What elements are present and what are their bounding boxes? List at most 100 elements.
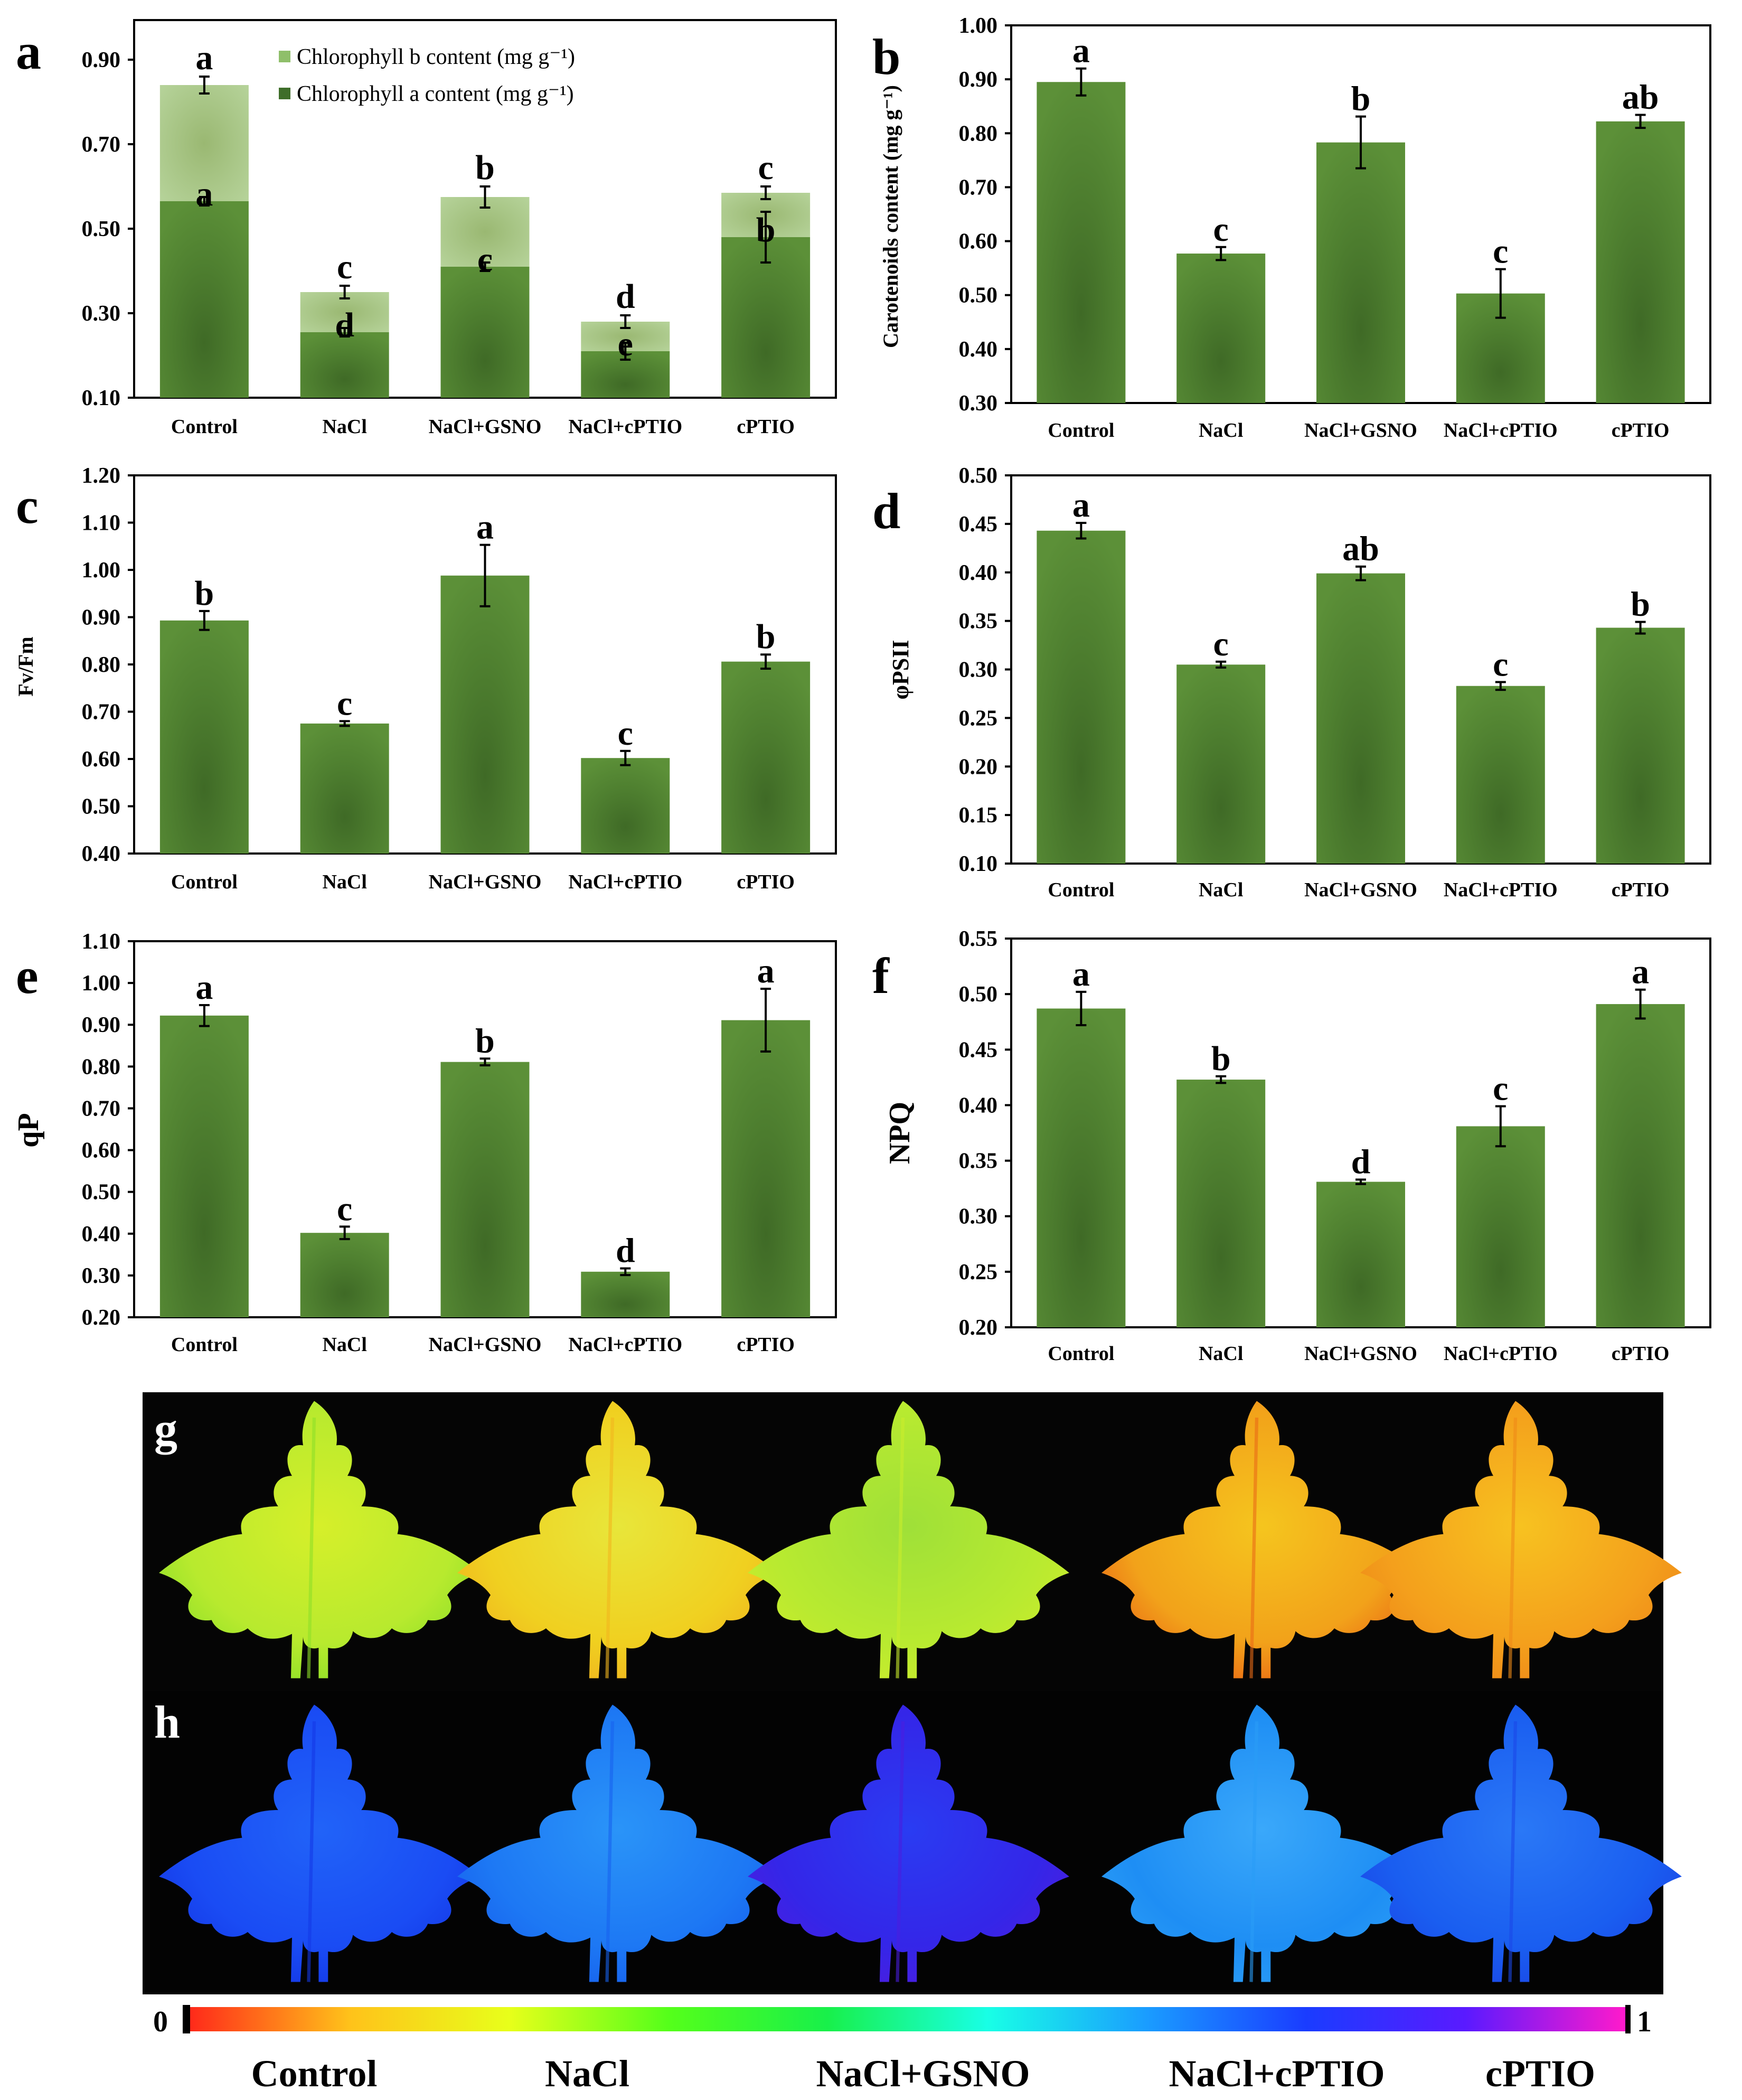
legend-swatch-chl-b [279, 51, 290, 62]
g-leaf-vein [1249, 1417, 1259, 1679]
y-tick-label: 0.40 [82, 1222, 121, 1246]
h-leaf-vein [307, 1721, 316, 1982]
g-leaf-vein [896, 1417, 905, 1679]
panel-g-letter: g [154, 1404, 177, 1455]
x-label-cptio: cPTIO [1612, 419, 1670, 442]
panel-a-legend: Chlorophyll b content (mg g⁻¹) Chlorophy… [279, 45, 575, 106]
x-label-nacl-cptio: NaCl+cPTIO [568, 1334, 682, 1356]
significance-letter: b [475, 148, 495, 187]
caption-nacl-cptio: NaCl+cPTIO [1169, 2052, 1385, 2095]
panel-a-letter: a [16, 23, 41, 80]
y-tick-label: 0.55 [959, 927, 998, 951]
bar-chl-b-control [159, 85, 249, 201]
y-tick-label: 0.90 [82, 606, 121, 630]
bar-control [1037, 1008, 1126, 1327]
y-tick-label: 0.30 [959, 391, 998, 416]
y-tick-label: 0.50 [959, 284, 998, 308]
x-label-nacl-cptio: NaCl+cPTIO [1444, 419, 1558, 442]
panel-d-bars: a c ab c b [1037, 486, 1685, 864]
significance-letter: a [195, 968, 213, 1007]
y-tick-label: 0.45 [959, 512, 998, 537]
y-tick-label: 0.40 [959, 338, 998, 362]
x-label-nacl: NaCl [322, 416, 366, 438]
significance-letter: b [1351, 80, 1371, 118]
x-label-control: Control [171, 871, 238, 893]
colorbar-black-edge-left [183, 2005, 190, 2033]
significance-letter: b [756, 617, 776, 656]
colorbar-min-label: 0 [153, 2005, 168, 2038]
y-tick-label: 0.50 [959, 464, 998, 488]
bar-nacl-cptio [581, 758, 670, 854]
treatment-captions: Control NaCl NaCl+GSNO NaCl+cPTIO cPTIO [251, 2052, 1595, 2095]
h-leaf-vein [896, 1721, 905, 1982]
significance-letter: a [476, 508, 494, 547]
x-label-nacl: NaCl [1199, 419, 1243, 442]
bar-cptio [1596, 627, 1685, 864]
significance-letter: c [1213, 625, 1229, 663]
y-tick-label: 0.25 [959, 1260, 998, 1285]
g-leaf-nacl-cptio [1101, 1401, 1423, 1679]
panel-b-ylabel: Carotenoids content (mg g⁻¹) [879, 85, 902, 348]
colorbar-gradient [190, 2007, 1625, 2031]
significance-letter: b [756, 211, 776, 249]
bar-control [1037, 530, 1126, 864]
x-label-nacl-gsno: NaCl+GSNO [1304, 419, 1417, 442]
y-tick-label: 0.30 [959, 658, 998, 682]
significance-letter: d [616, 277, 635, 316]
bar-chl-a-nacl [300, 332, 389, 398]
x-label-nacl-gsno: NaCl+GSNO [429, 1334, 542, 1356]
y-tick-label: 0.50 [82, 1180, 121, 1205]
panel-d-chart: d φPSII 0.10 0.15 0.20 0.25 0.30 0.35 0.40 0.45… [872, 464, 1711, 901]
caption-nacl-gsno: NaCl+GSNO [816, 2052, 1030, 2095]
significance-letter: c [758, 148, 773, 187]
y-tick-label: 0.90 [82, 1013, 121, 1037]
bar-nacl-gsno [1316, 142, 1405, 403]
significance-letter: b [1631, 585, 1650, 623]
y-tick-label: 1.10 [82, 511, 121, 536]
significance-letter: d [1351, 1142, 1371, 1181]
bar-nacl-gsno [440, 575, 530, 854]
x-label-nacl-cptio: NaCl+cPTIO [568, 871, 682, 893]
x-label-nacl-gsno: NaCl+GSNO [1304, 879, 1417, 901]
x-label-nacl-cptio: NaCl+cPTIO [1444, 879, 1558, 901]
panel-d-letter: d [872, 483, 900, 539]
y-tick-label: 1.20 [82, 464, 121, 488]
y-tick-label: 0.30 [959, 1205, 998, 1229]
y-tick-label: 0.10 [959, 852, 998, 876]
panel-c-letter: c [16, 477, 39, 534]
h-leaf-vein [605, 1721, 615, 1982]
significance-letter: a [1072, 32, 1090, 70]
panel-e-bars: a c b d a [159, 952, 811, 1317]
leaf-image-panels: g h [143, 1392, 1682, 1994]
g-leaf-control [159, 1401, 481, 1679]
bar-nacl [1176, 664, 1266, 864]
significance-letter: a [1632, 953, 1649, 991]
panel-e-ylabel: qP [12, 1113, 45, 1147]
bar-nacl-gsno [440, 1062, 530, 1317]
panel-f-y-axis: 0.20 0.25 0.30 0.35 0.40 0.45 0.50 0.55 [959, 927, 1011, 1340]
x-label-nacl-cptio: NaCl+cPTIO [568, 416, 682, 438]
panel-f-ylabel: NPQ [883, 1102, 916, 1164]
panel-c-bars: b c a c b [159, 508, 811, 854]
y-tick-label: 0.50 [82, 217, 121, 241]
bar-cptio [721, 1020, 811, 1317]
x-label-cptio: cPTIO [737, 871, 795, 893]
y-tick-label: 0.15 [959, 803, 998, 828]
x-label-nacl-gsno: NaCl+GSNO [429, 871, 542, 893]
panel-d-x-labels: Control NaCl NaCl+GSNO NaCl+cPTIO cPTIO [1048, 879, 1669, 901]
significance-letter: d [616, 1231, 635, 1270]
panel-b-y-axis: 0.30 0.40 0.50 0.60 0.70 0.80 0.90 1.00 [959, 14, 1011, 416]
significance-letter: b [1211, 1039, 1231, 1078]
h-leaf-nacl-cptio [1101, 1704, 1423, 1982]
x-label-control: Control [1048, 419, 1114, 442]
y-tick-label: 0.80 [82, 1055, 121, 1079]
y-tick-label: 0.90 [82, 48, 121, 72]
g-leaf-cptio [1360, 1401, 1682, 1679]
bar-cptio [1596, 1004, 1685, 1327]
x-label-control: Control [1048, 879, 1114, 901]
panel-d-ylabel: φPSII [888, 640, 914, 699]
x-label-cptio: cPTIO [1612, 1343, 1670, 1365]
significance-letter: e [618, 325, 633, 363]
